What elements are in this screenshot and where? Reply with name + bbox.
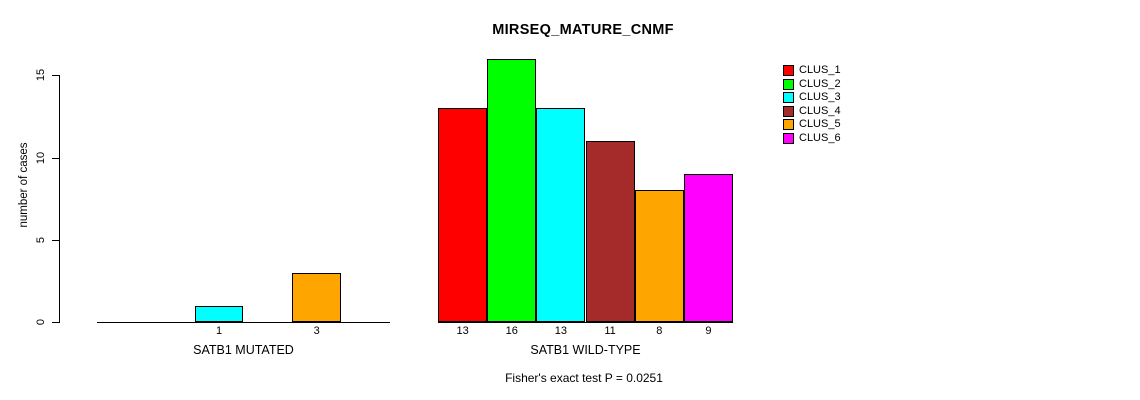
bar-value-label: 16 [505,325,518,337]
y-tick-label: 10 [35,151,47,164]
legend-item-clus_2: CLUS_2 [783,77,841,90]
y-tick-mark [52,157,59,159]
y-tick-mark [52,239,59,241]
bar-clus_3-satb1-wild-type [536,108,586,322]
legend-swatch-clus_5 [783,119,794,130]
y-tick-mark [52,322,59,323]
x-axis-line-satb1-wild-type [438,322,734,323]
legend-label: CLUS_1 [799,64,841,76]
y-axis-line [59,75,60,323]
legend-swatch-clus_2 [783,78,794,90]
y-axis-label: number of cases [18,142,30,228]
legend-label: CLUS_5 [799,118,841,130]
legend-item-clus_5: CLUS_5 [783,119,841,130]
bar-value-label: 3 [313,325,320,337]
legend-swatch-clus_4 [783,105,794,117]
bar-clus_2-satb1-wild-type [487,58,537,322]
x-axis-group-label-satb1-wild-type: SATB1 WILD-TYPE [530,343,641,357]
y-tick-label: 0 [35,318,47,326]
bar-clus_4-satb1-wild-type [585,141,635,322]
x-axis-line-satb1-mutated [97,322,390,323]
legend-swatch-clus_3 [783,92,794,103]
y-tick-mark [52,75,59,77]
bar-clus_3-satb1-mutated [194,305,244,322]
bar-clus_5-satb1-mutated [292,272,342,322]
legend-item-clus_1: CLUS_1 [783,65,841,76]
legend-swatch-clus_6 [783,132,794,144]
bar-clus_6-satb1-wild-type [683,173,733,322]
bar-clus_5-satb1-wild-type [634,190,684,322]
legend-label: CLUS_6 [799,131,841,144]
fisher-test-annotation: Fisher's exact test P = 0.0251 [505,371,663,385]
bar-value-label: 13 [456,325,469,337]
bar-value-label: 8 [656,325,663,337]
bar-clus_1-satb1-wild-type [438,108,488,322]
legend-item-clus_3: CLUS_3 [783,92,841,103]
legend-label: CLUS_3 [799,91,841,103]
bar-value-label: 9 [705,325,712,337]
legend: CLUS_1 CLUS_2 CLUS_3 CLUS_4 CLUS_5 CLUS_6 [783,65,841,144]
legend-label: CLUS_2 [799,77,841,90]
x-axis-group-label-satb1-mutated: SATB1 MUTATED [193,343,294,357]
bar-value-label: 13 [554,325,568,337]
legend-item-clus_6: CLUS_6 [783,131,841,144]
chart-title: MIRSEQ_MATURE_CNMF [492,22,674,38]
legend-label: CLUS_4 [799,104,841,117]
y-tick-label: 5 [35,236,47,243]
bar-value-label: 11 [604,325,616,337]
y-tick-label: 15 [35,69,47,82]
legend-item-clus_4: CLUS_4 [783,104,841,117]
legend-swatch-clus_1 [783,65,794,76]
bar-value-label: 1 [216,325,223,337]
